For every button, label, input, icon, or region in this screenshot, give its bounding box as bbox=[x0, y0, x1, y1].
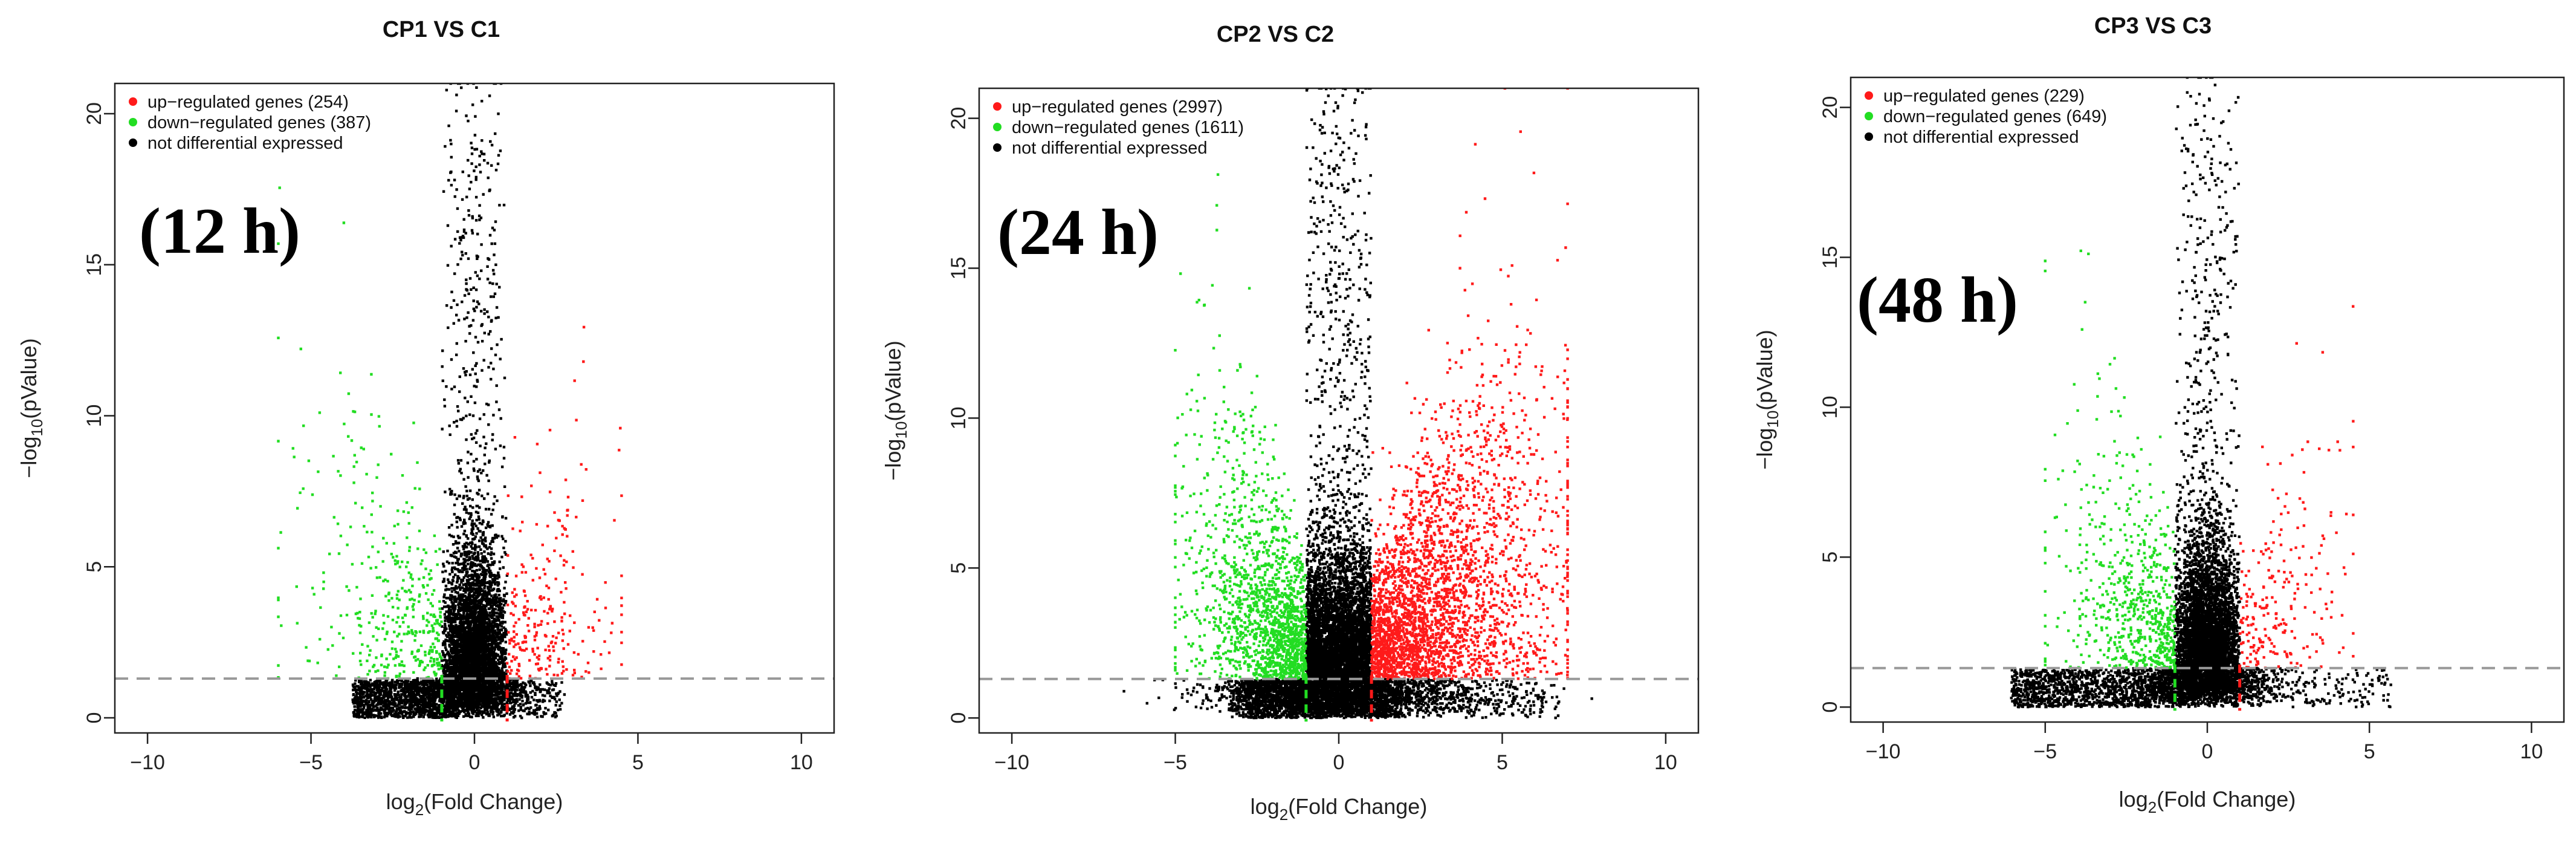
y-tick-label: 20 bbox=[83, 102, 106, 125]
y-tick-label: 10 bbox=[1819, 395, 1842, 418]
series-down bbox=[1174, 173, 1307, 680]
time-point-label: (12 h) bbox=[139, 195, 300, 267]
legend-marker-down bbox=[129, 118, 137, 126]
x-tick-label: −10 bbox=[994, 751, 1029, 774]
legend-label: down−regulated genes (1611) bbox=[1012, 118, 1244, 137]
x-tick-label: 0 bbox=[1333, 751, 1345, 774]
y-tick-label: 0 bbox=[83, 712, 106, 724]
chart-title: CP3 VS C3 bbox=[2094, 13, 2212, 39]
x-tick-label: 10 bbox=[2520, 740, 2543, 763]
scatter-points-down bbox=[277, 186, 443, 680]
scatter-points-ns bbox=[1122, 88, 1593, 720]
legend: up−regulated genes (2997)down−regulated … bbox=[993, 97, 1244, 158]
legend-marker-ns bbox=[993, 143, 1002, 152]
series-down bbox=[277, 186, 443, 680]
x-tick-label: 10 bbox=[790, 751, 813, 774]
y-tick-label: 5 bbox=[1819, 552, 1842, 563]
scatter-points-ns bbox=[2010, 77, 2392, 709]
series-up bbox=[2239, 305, 2355, 669]
y-tick-label: 10 bbox=[83, 405, 106, 428]
scatter-points-down bbox=[2044, 249, 2176, 669]
time-point-label: (24 h) bbox=[997, 197, 1159, 269]
chart-title: CP2 VS C2 bbox=[1216, 22, 1335, 47]
legend-marker-up bbox=[993, 102, 1002, 111]
x-tick-label: 5 bbox=[632, 751, 644, 774]
series-ns bbox=[2010, 77, 2392, 709]
volcano-panel-3: CP3 VS C3 −10 −5 0 5 10 0 5 10 15 20 log2(Fold Cha… bbox=[1730, 0, 2576, 843]
legend-label: up−regulated genes (2997) bbox=[1012, 97, 1223, 117]
legend-label: down−regulated genes (649) bbox=[1883, 107, 2107, 126]
legend: up−regulated genes (254)down−regulated g… bbox=[129, 93, 371, 153]
scatter-points-up bbox=[1370, 88, 1569, 680]
scatter-points-up bbox=[505, 325, 623, 680]
series-up bbox=[505, 325, 623, 680]
series-down bbox=[2044, 249, 2176, 669]
x-tick-label: −10 bbox=[1866, 740, 1901, 763]
x-tick-label: −5 bbox=[299, 751, 323, 774]
volcano-plot-svg: −10 −5 0 5 10 0 5 10 15 20 log2(Fold Change) −log10… bbox=[881, 87, 1700, 824]
x-tick-label: −10 bbox=[130, 751, 165, 774]
y-tick-label: 20 bbox=[947, 107, 970, 130]
series-ns bbox=[1122, 88, 1593, 720]
time-point-label: (48 h) bbox=[1857, 264, 2018, 336]
x-tick-label: 0 bbox=[2202, 740, 2213, 763]
legend-label: up−regulated genes (254) bbox=[147, 93, 349, 112]
legend: up−regulated genes (229)down−regulated g… bbox=[1865, 86, 2107, 147]
volcano-panel-2: CP2 VS C2 −10 −5 0 5 10 0 5 10 15 20 log2(Fold Cha… bbox=[858, 0, 1717, 843]
x-tick-label: 10 bbox=[1654, 751, 1677, 774]
x-tick-label: 5 bbox=[2364, 740, 2375, 763]
volcano-panel-1: CP1 VS C1 −10 −5 0 5 10 0 5 10 15 20 log2(Fold Cha… bbox=[0, 0, 846, 843]
x-axis-label: log2(Fold Change) bbox=[386, 789, 563, 819]
y-tick-label: 5 bbox=[83, 561, 106, 573]
x-tick-label: −5 bbox=[1163, 751, 1187, 774]
scatter-points-up bbox=[2239, 305, 2355, 669]
legend-label: not differential expressed bbox=[147, 134, 343, 153]
legend-label: not differential expressed bbox=[1012, 138, 1208, 158]
legend-marker-ns bbox=[1865, 132, 1873, 141]
scatter-points-down bbox=[1174, 173, 1307, 680]
chart-title: CP1 VS C1 bbox=[382, 17, 500, 42]
legend-label: up−regulated genes (229) bbox=[1883, 86, 2085, 106]
x-tick-label: 0 bbox=[469, 751, 481, 774]
y-tick-label: 5 bbox=[947, 562, 970, 574]
legend-marker-down bbox=[1865, 112, 1873, 120]
legend-marker-ns bbox=[129, 138, 137, 147]
y-tick-label: 15 bbox=[83, 253, 106, 276]
x-tick-label: −5 bbox=[2033, 740, 2057, 763]
legend-marker-up bbox=[129, 97, 137, 106]
y-axis-label: −log10(pValue) bbox=[16, 338, 46, 478]
volcano-plot-svg: −10 −5 0 5 10 0 5 10 15 20 log2(Fold Change) −log10… bbox=[1752, 76, 2565, 816]
series-up bbox=[1370, 88, 1569, 680]
x-axis-label: log2(Fold Change) bbox=[1251, 794, 1428, 824]
y-tick-label: 15 bbox=[1819, 246, 1842, 269]
legend-label: down−regulated genes (387) bbox=[147, 113, 371, 132]
y-tick-label: 10 bbox=[947, 406, 970, 429]
x-axis-label: log2(Fold Change) bbox=[2119, 787, 2296, 816]
y-axis-label: −log10(pValue) bbox=[881, 340, 910, 480]
x-tick-label: 5 bbox=[1497, 751, 1508, 774]
y-tick-label: 0 bbox=[1819, 701, 1842, 713]
volcano-plot-svg: −10 −5 0 5 10 0 5 10 15 20 log2(Fold Change) −log10… bbox=[16, 82, 835, 819]
legend-label: not differential expressed bbox=[1883, 128, 2079, 147]
y-tick-label: 0 bbox=[947, 712, 970, 724]
legend-marker-up bbox=[1865, 91, 1873, 100]
y-tick-label: 20 bbox=[1819, 96, 1842, 119]
y-axis-label: −log10(pValue) bbox=[1752, 330, 1782, 469]
y-tick-label: 15 bbox=[947, 257, 970, 280]
legend-marker-down bbox=[993, 123, 1002, 131]
